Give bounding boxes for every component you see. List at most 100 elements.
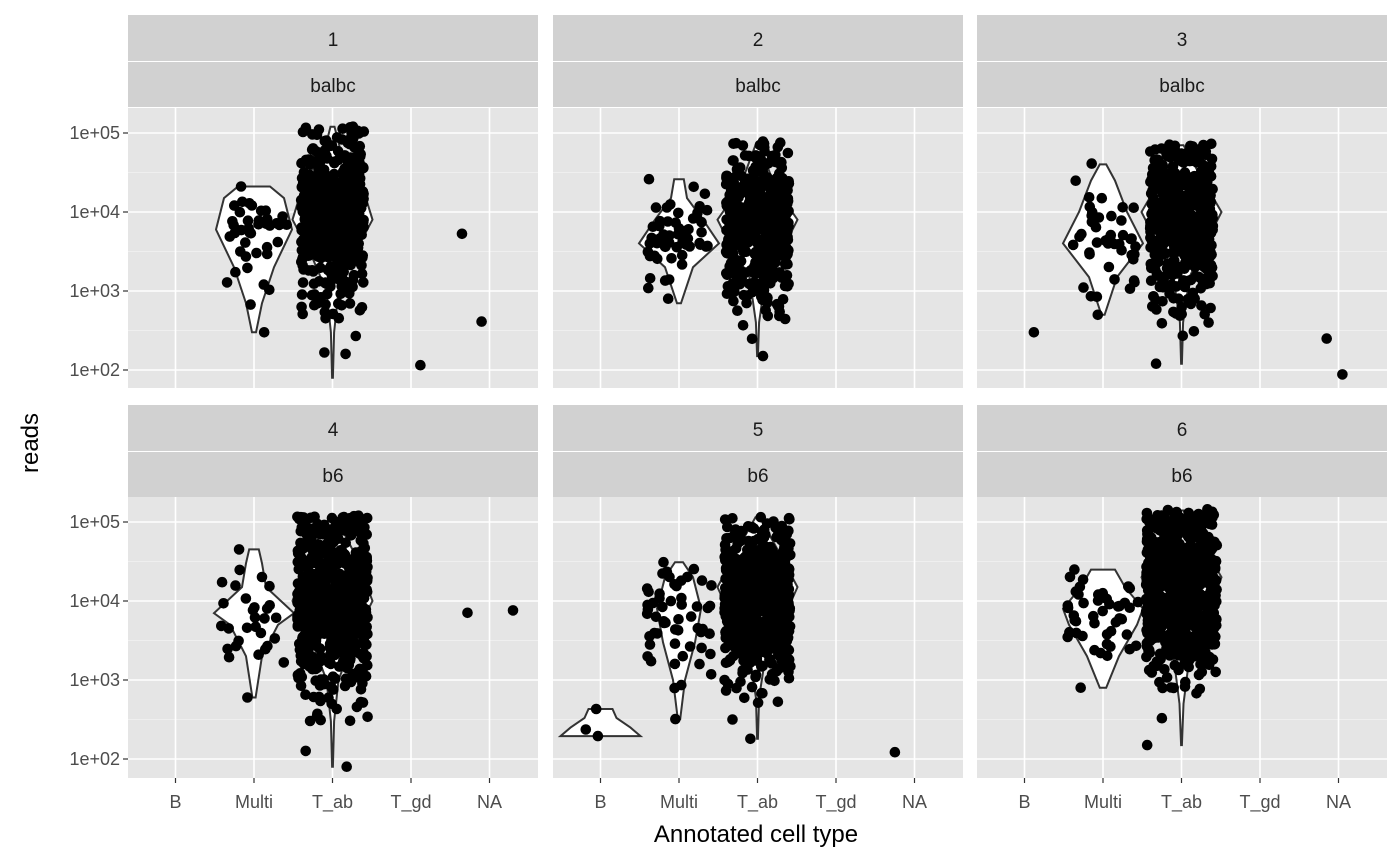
data-point <box>249 602 260 613</box>
data-point <box>1157 159 1168 171</box>
data-point <box>741 297 752 309</box>
data-point <box>1154 624 1166 635</box>
data-point <box>706 580 717 591</box>
data-point <box>769 675 780 687</box>
data-point <box>1179 242 1191 254</box>
data-point <box>1167 610 1178 622</box>
data-point <box>644 238 656 249</box>
data-point <box>728 561 739 572</box>
data-point <box>272 236 284 248</box>
strip-bottom <box>553 452 963 497</box>
data-point <box>782 147 794 159</box>
data-point <box>744 650 756 661</box>
data-point <box>1176 172 1188 183</box>
data-point <box>1194 683 1206 695</box>
data-point <box>664 230 675 241</box>
data-point <box>1119 597 1131 609</box>
strip-label: b6 <box>322 466 343 487</box>
data-point <box>1141 739 1153 751</box>
data-point <box>1205 538 1216 549</box>
data-point <box>1181 570 1193 581</box>
data-point <box>750 669 762 681</box>
data-point <box>1068 610 1080 621</box>
data-point <box>1075 682 1086 693</box>
data-point <box>308 266 319 277</box>
data-point <box>355 576 367 587</box>
data-point <box>650 611 662 623</box>
data-point <box>732 305 743 317</box>
facet-panel-3: 3 balbc <box>977 15 1387 388</box>
data-point <box>250 621 261 632</box>
data-point <box>704 600 716 612</box>
data-point <box>323 692 334 703</box>
data-point <box>669 658 681 670</box>
data-point <box>337 232 349 243</box>
data-point <box>670 217 681 228</box>
data-point <box>1164 650 1176 661</box>
data-point <box>1096 192 1108 204</box>
strip-bottom <box>977 62 1387 107</box>
data-point <box>319 214 330 225</box>
data-point <box>339 150 351 161</box>
data-point <box>303 219 315 231</box>
data-point <box>780 648 791 659</box>
data-point <box>720 632 732 644</box>
data-point <box>1149 195 1160 206</box>
x-tick-label: B <box>169 792 181 812</box>
data-point <box>1208 630 1220 642</box>
data-point <box>669 638 681 649</box>
data-point <box>1178 609 1189 621</box>
data-point <box>297 648 309 659</box>
data-point <box>780 259 791 270</box>
data-point <box>349 142 360 153</box>
data-point <box>751 561 762 572</box>
data-point <box>1164 231 1175 242</box>
data-point <box>1070 175 1081 186</box>
data-point <box>728 138 739 149</box>
data-point <box>1169 659 1181 671</box>
data-point <box>1188 603 1199 615</box>
data-point <box>462 607 473 619</box>
data-point <box>1193 669 1205 681</box>
data-point <box>766 643 777 654</box>
data-point <box>752 221 764 232</box>
data-point <box>261 241 273 253</box>
data-point <box>719 674 730 686</box>
data-point <box>330 547 341 559</box>
data-point <box>245 228 257 239</box>
data-point <box>1176 308 1187 320</box>
data-point <box>1202 553 1213 565</box>
data-point <box>350 547 362 558</box>
data-point <box>771 531 782 543</box>
data-point <box>1196 214 1208 226</box>
data-point <box>1086 210 1097 221</box>
x-tick-label: Multi <box>660 792 698 812</box>
data-point <box>1193 147 1205 159</box>
data-point <box>719 539 731 550</box>
data-point <box>355 220 367 232</box>
data-point <box>691 601 703 612</box>
data-point <box>1206 138 1217 150</box>
data-point <box>296 157 307 169</box>
facet-panel-6: 6 b6 B Multi T_ab T_gd NA <box>977 405 1387 813</box>
data-point <box>240 237 251 248</box>
data-point <box>658 556 669 568</box>
data-point <box>253 215 265 226</box>
data-point <box>724 260 735 272</box>
data-point <box>241 622 253 634</box>
data-point <box>580 724 592 735</box>
data-point <box>771 666 782 677</box>
data-point <box>331 252 342 264</box>
strip-label: b6 <box>747 466 768 487</box>
data-point <box>741 178 753 190</box>
data-point <box>1144 647 1156 659</box>
data-point <box>1117 229 1129 241</box>
data-point <box>1321 333 1332 344</box>
data-point <box>705 669 717 680</box>
data-point <box>1192 544 1204 555</box>
data-point <box>306 289 318 301</box>
data-point <box>326 512 338 524</box>
data-point <box>670 713 681 725</box>
strip-bottom <box>553 62 963 107</box>
data-point <box>1156 712 1168 724</box>
